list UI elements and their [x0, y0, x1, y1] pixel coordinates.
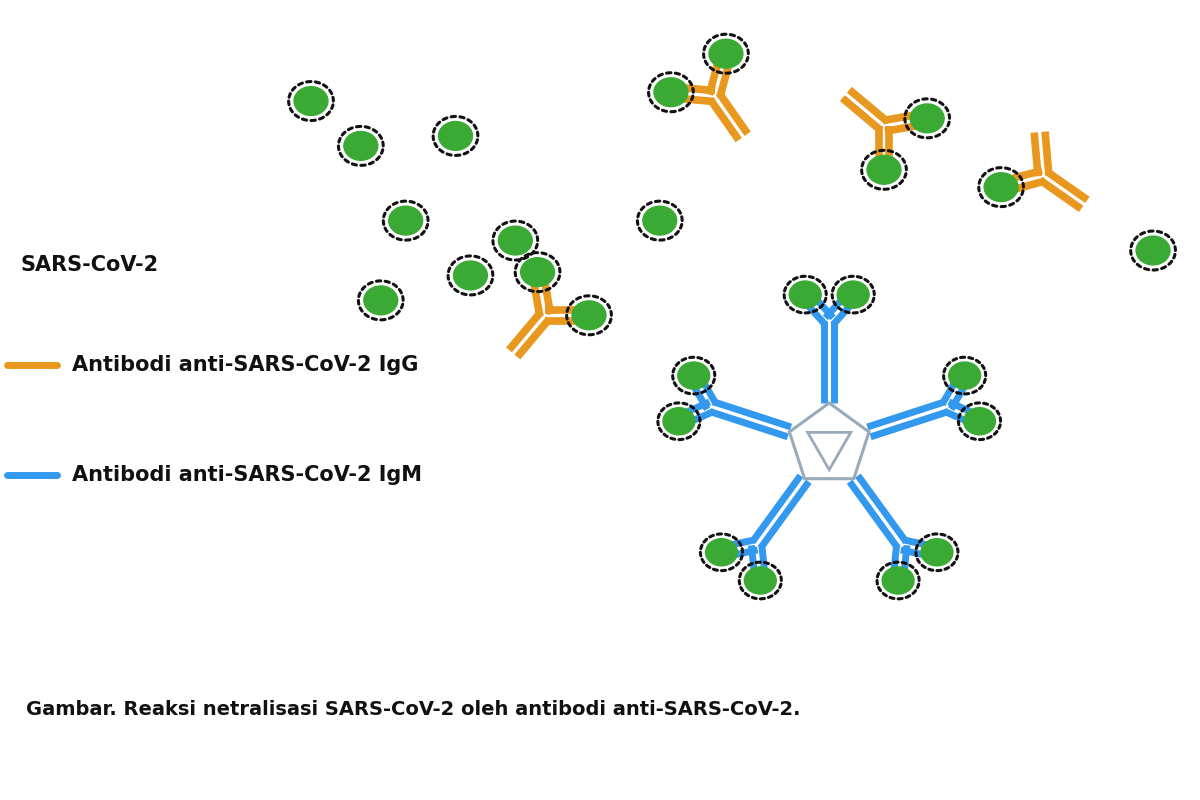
Ellipse shape: [964, 408, 996, 435]
Ellipse shape: [984, 173, 1018, 202]
Ellipse shape: [654, 78, 688, 106]
Ellipse shape: [838, 281, 869, 308]
Text: Antibodi anti-SARS-CoV-2 IgM: Antibodi anti-SARS-CoV-2 IgM: [72, 465, 422, 485]
Ellipse shape: [678, 362, 709, 389]
Ellipse shape: [294, 86, 328, 115]
Ellipse shape: [949, 362, 980, 389]
Ellipse shape: [364, 286, 397, 314]
Ellipse shape: [1136, 236, 1170, 265]
Ellipse shape: [911, 104, 944, 133]
Ellipse shape: [662, 408, 695, 435]
Ellipse shape: [790, 281, 821, 308]
Ellipse shape: [744, 567, 776, 594]
Ellipse shape: [706, 538, 738, 566]
Text: Gambar. Reaksi netralisasi SARS-CoV-2 oleh antibodi anti-SARS-CoV-2.: Gambar. Reaksi netralisasi SARS-CoV-2 ol…: [26, 700, 800, 719]
Ellipse shape: [882, 567, 914, 594]
Ellipse shape: [344, 131, 378, 160]
Ellipse shape: [643, 206, 677, 235]
Ellipse shape: [498, 226, 533, 255]
Text: SARS-CoV-2: SARS-CoV-2: [20, 255, 158, 275]
Ellipse shape: [454, 261, 487, 290]
Ellipse shape: [868, 155, 901, 184]
Ellipse shape: [521, 258, 554, 286]
Ellipse shape: [920, 538, 953, 566]
Ellipse shape: [709, 39, 743, 68]
Ellipse shape: [389, 206, 422, 235]
Text: Antibodi anti-SARS-CoV-2 IgG: Antibodi anti-SARS-CoV-2 IgG: [72, 355, 419, 375]
Ellipse shape: [572, 301, 606, 330]
Ellipse shape: [438, 122, 473, 150]
